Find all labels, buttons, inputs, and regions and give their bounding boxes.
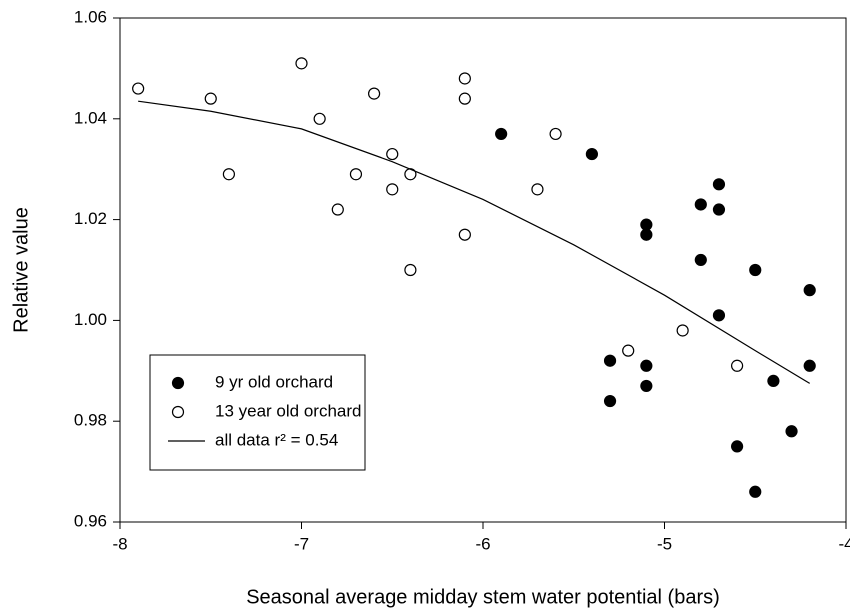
point xyxy=(676,324,689,337)
point xyxy=(749,485,762,498)
point xyxy=(313,112,326,125)
point xyxy=(204,92,217,105)
y-tick-label: 1.02 xyxy=(74,209,107,228)
point xyxy=(495,127,508,141)
point xyxy=(640,379,653,393)
legend-box xyxy=(149,354,366,471)
legend-label: 9 yr old orchard xyxy=(215,372,333,391)
x-axis-title: Seasonal average midday stem water poten… xyxy=(246,586,720,608)
point xyxy=(767,374,780,387)
point xyxy=(694,198,707,211)
legend-label: 13 year old orchard xyxy=(215,401,361,420)
y-tick-label: 1.00 xyxy=(74,310,107,329)
point xyxy=(132,82,145,95)
point xyxy=(712,178,726,191)
point xyxy=(749,263,762,277)
point xyxy=(222,168,235,181)
y-tick-label: 0.98 xyxy=(74,411,107,430)
y-axis-title: Relative value xyxy=(10,207,32,333)
point xyxy=(549,127,562,141)
x-tick-label: -6 xyxy=(475,534,490,553)
point xyxy=(295,57,308,70)
point xyxy=(712,309,726,322)
legend-marker xyxy=(171,376,185,390)
legend-marker xyxy=(171,405,185,419)
y-tick-label: 1.06 xyxy=(74,7,107,26)
point xyxy=(803,359,816,372)
point xyxy=(603,394,617,408)
point xyxy=(712,203,726,216)
legend-label: all data r² = 0.54 xyxy=(215,430,338,449)
point xyxy=(349,168,363,181)
point xyxy=(585,147,599,161)
x-tick-label: -4 xyxy=(838,534,850,553)
point xyxy=(458,72,471,85)
fit-line xyxy=(138,100,811,384)
point xyxy=(531,183,544,196)
point xyxy=(458,228,471,241)
y-tick-label: 0.96 xyxy=(74,511,107,530)
point xyxy=(603,354,617,367)
x-tick-label: -8 xyxy=(112,534,127,553)
point xyxy=(622,344,635,357)
point xyxy=(331,203,344,216)
y-tick-label: 1.04 xyxy=(74,108,107,127)
point xyxy=(730,440,744,453)
x-tick-label: -5 xyxy=(657,534,672,553)
point xyxy=(785,425,798,438)
point xyxy=(458,92,471,105)
x-tick-label: -7 xyxy=(294,534,309,553)
point xyxy=(386,183,399,196)
point xyxy=(404,263,417,277)
point xyxy=(640,218,653,231)
point xyxy=(640,359,653,372)
point xyxy=(803,284,816,297)
point xyxy=(694,253,707,267)
point xyxy=(386,147,399,161)
point xyxy=(640,228,653,241)
point xyxy=(368,87,381,100)
point xyxy=(730,359,744,372)
